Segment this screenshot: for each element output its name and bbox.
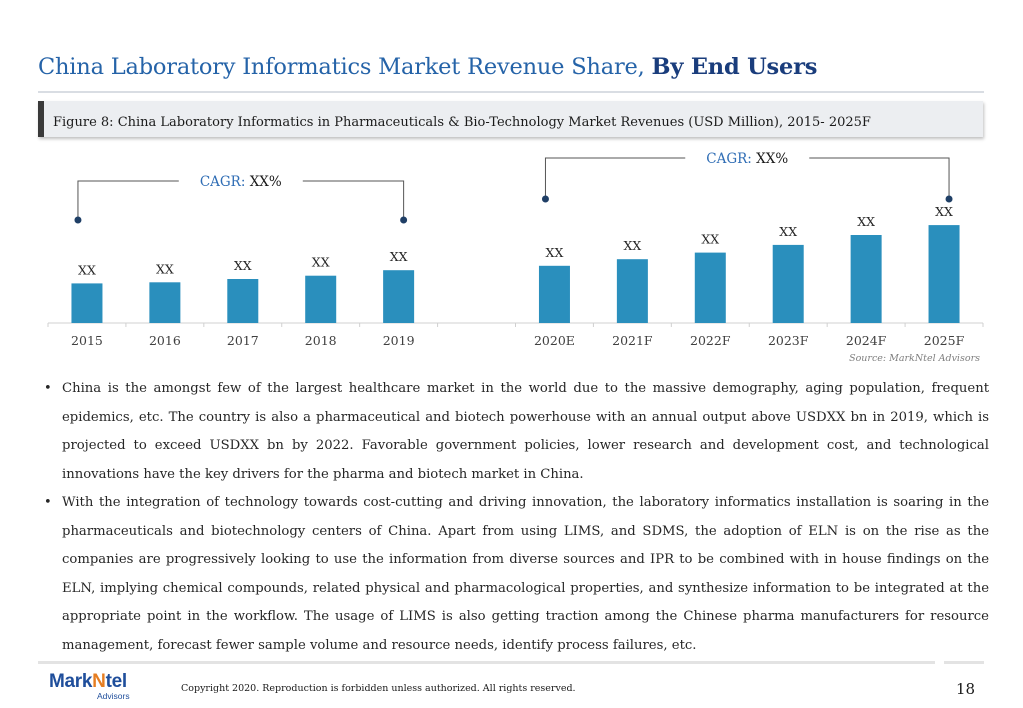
x-tick-label: 2022F — [690, 333, 731, 348]
bullet-text: China is the amongst few of the largest … — [62, 381, 989, 482]
x-tick-label: 2019 — [383, 333, 415, 348]
cagr-label: CAGR: XX% — [200, 174, 282, 190]
data-label: XX — [312, 255, 330, 270]
bullet-dot: • — [44, 495, 52, 510]
bullet-item: • China is the amongst few of the largest… — [44, 375, 989, 489]
data-label: XX — [857, 214, 875, 229]
page-number: 18 — [956, 680, 976, 698]
footer-divider — [38, 661, 935, 664]
x-tick-label: 2024F — [846, 333, 887, 348]
company-logo: MarkNtel Advisors — [49, 671, 130, 701]
bullet-text: With the integration of technology towar… — [62, 495, 989, 653]
cagr-bracket — [77, 180, 405, 220]
bar — [149, 282, 181, 323]
bullet-list: • China is the amongst few of the largest… — [44, 375, 989, 660]
page-title-regular: China Laboratory Informatics Market Reve… — [38, 54, 652, 80]
bar — [227, 279, 259, 323]
x-tick-label: 2025F — [924, 333, 965, 348]
data-label: XX — [390, 249, 408, 264]
page-title: China Laboratory Informatics Market Reve… — [38, 54, 817, 80]
logo-subtitle: Advisors — [97, 691, 130, 701]
footer-divider-short — [944, 661, 984, 664]
bar — [71, 283, 103, 323]
x-tick-label: 2021F — [612, 333, 653, 348]
logo-wordmark: MarkNtel — [49, 671, 127, 692]
bar — [694, 252, 726, 323]
cagr-bracket-endpoint — [945, 195, 953, 203]
figure-caption: Figure 8: China Laboratory Informatics i… — [53, 115, 871, 130]
cagr-bracket-endpoint — [541, 195, 549, 203]
bar — [850, 235, 882, 323]
bar — [928, 225, 960, 323]
cagr-bracket-endpoint — [400, 216, 408, 224]
bar — [538, 265, 570, 323]
x-tick-label: 2023F — [768, 333, 809, 348]
bar — [616, 259, 648, 323]
bar — [305, 275, 337, 323]
bullet-dot: • — [44, 381, 52, 396]
cagr-label: CAGR: XX% — [706, 151, 788, 167]
title-divider — [38, 91, 984, 93]
chart-source: Source: MarkNtel Advisors — [849, 353, 980, 364]
bullet-item: • With the integration of technology towa… — [44, 489, 989, 660]
figure-caption-box: Figure 8: China Laboratory Informatics i… — [38, 101, 983, 137]
cagr-bracket-endpoint — [74, 216, 82, 224]
data-label: XX — [935, 204, 953, 219]
cagr-bracket — [544, 157, 950, 199]
x-tick-label: 2016 — [149, 333, 181, 348]
bar-chart: XX 2015 XX 2016 XX 2017 XX 2018 XX 2019 XX 2020E XX 2… — [47, 151, 984, 348]
data-label: XX — [156, 261, 174, 276]
x-tick-label: 2018 — [305, 333, 337, 348]
data-label: XX — [623, 238, 641, 253]
x-tick-label: 2015 — [71, 333, 103, 348]
data-label: XX — [779, 224, 797, 239]
data-label: XX — [546, 245, 564, 260]
bar — [772, 244, 804, 323]
data-label: XX — [701, 232, 719, 247]
copyright-notice: Copyright 2020. Reproduction is forbidde… — [181, 683, 576, 694]
data-label: XX — [234, 258, 252, 273]
x-tick-label: 2017 — [227, 333, 259, 348]
x-tick-label: 2020E — [534, 333, 575, 348]
bar — [383, 270, 415, 323]
page-title-bold: By End Users — [651, 54, 818, 80]
data-label: XX — [78, 262, 96, 277]
